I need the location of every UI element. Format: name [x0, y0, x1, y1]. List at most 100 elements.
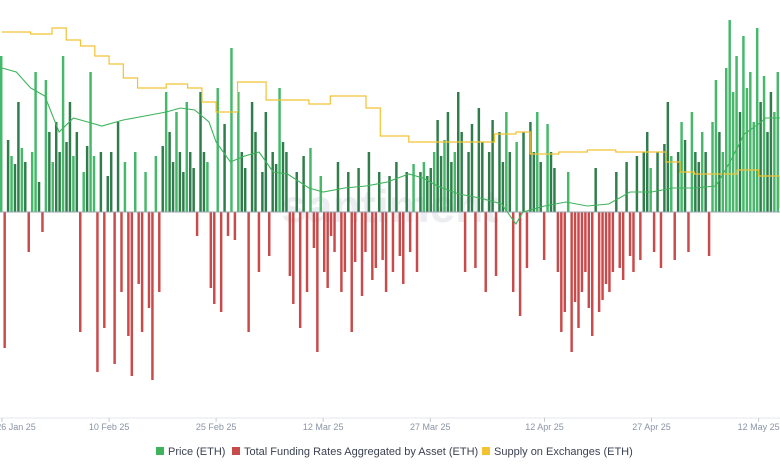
funding-bar	[213, 212, 216, 304]
funding-bar	[140, 212, 144, 332]
funding-bar	[37, 182, 41, 212]
funding-bar	[381, 212, 384, 260]
funding-bar	[89, 72, 92, 212]
funding-bar	[539, 162, 542, 212]
funding-bar	[738, 112, 742, 212]
funding-bar	[202, 152, 206, 212]
funding-bar	[773, 112, 776, 212]
funding-bar	[240, 152, 243, 212]
funding-bar	[412, 164, 415, 212]
funding-bar	[591, 212, 594, 336]
funding-bar	[243, 168, 247, 212]
funding-bar	[312, 212, 316, 248]
funding-bar	[687, 212, 690, 252]
funding-bar	[223, 124, 226, 212]
funding-bar	[443, 140, 446, 212]
funding-bar	[350, 212, 353, 332]
funding-bar	[281, 142, 285, 212]
funding-bar	[680, 122, 683, 212]
funding-bar	[319, 176, 323, 212]
funding-bar	[604, 212, 608, 284]
funding-bar	[611, 212, 615, 272]
funding-bar	[718, 132, 721, 212]
funding-bar	[261, 172, 264, 212]
funding-bar	[460, 132, 463, 212]
funding-bar	[546, 124, 549, 212]
funding-bar	[158, 212, 161, 292]
legend-label-price[interactable]: Price (ETH)	[168, 446, 225, 458]
funding-bar	[652, 212, 656, 252]
funding-bar	[137, 212, 140, 284]
funding-bar	[336, 162, 340, 212]
legend-label-funding[interactable]: Total Funding Rates Aggregated by Asset …	[244, 446, 478, 458]
funding-bar	[371, 212, 374, 280]
funding-bar	[85, 146, 89, 212]
funding-bar	[147, 212, 151, 308]
funding-bar	[676, 152, 680, 212]
funding-bar	[666, 102, 670, 212]
funding-bar	[405, 172, 408, 212]
funding-bar	[127, 212, 130, 336]
funding-bar	[639, 212, 642, 260]
funding-bar	[168, 132, 171, 212]
funding-bar	[54, 122, 58, 212]
funding-bar	[714, 80, 718, 212]
funding-bar	[446, 112, 450, 212]
funding-bar	[659, 212, 663, 268]
funding-bar	[24, 162, 27, 212]
funding-bar	[92, 156, 96, 212]
x-tick-label: 26 Jan 25	[0, 422, 36, 432]
funding-bar	[625, 162, 628, 212]
funding-bar	[374, 212, 378, 268]
funding-bar	[766, 132, 769, 212]
funding-bar	[529, 122, 532, 212]
funding-bar	[285, 152, 288, 212]
funding-bar	[735, 56, 738, 212]
funding-bar	[663, 144, 666, 212]
legend-swatch-price	[156, 447, 164, 455]
funding-bar	[120, 212, 123, 292]
price-line	[1, 67, 780, 226]
funding-bar	[20, 148, 24, 212]
funding-bar	[515, 142, 518, 212]
funding-bar	[439, 156, 443, 212]
funding-bar	[268, 212, 271, 256]
funding-bar	[594, 168, 597, 212]
funding-bar	[182, 172, 185, 212]
funding-bar	[185, 102, 189, 212]
funding-bar	[233, 212, 237, 240]
funding-bar	[75, 132, 79, 212]
funding-bar	[580, 212, 584, 292]
funding-bar	[3, 212, 6, 348]
funding-bar	[587, 212, 591, 308]
funding-bar	[645, 132, 649, 212]
funding-bar	[109, 152, 113, 212]
funding-bar	[494, 212, 498, 276]
funding-bar	[333, 212, 336, 252]
funding-bar	[621, 212, 625, 280]
funding-bar	[237, 92, 240, 212]
funding-bar	[707, 212, 711, 256]
funding-bar	[113, 212, 116, 364]
funding-bar	[762, 76, 766, 212]
funding-bar	[384, 212, 388, 292]
funding-bar	[498, 132, 501, 212]
funding-bar	[470, 124, 474, 212]
funding-bar	[673, 212, 676, 260]
funding-bar	[106, 176, 109, 212]
funding-bar	[402, 212, 405, 284]
funding-bar	[642, 152, 646, 212]
funding-bar	[192, 168, 195, 212]
funding-bar	[597, 212, 601, 312]
funding-bar	[175, 112, 178, 212]
funding-bar	[721, 152, 725, 212]
funding-bar	[467, 152, 470, 212]
funding-bar	[99, 152, 103, 212]
funding-bar	[426, 176, 429, 212]
legend-label-supply[interactable]: Supply on Exchanges (ETH)	[494, 446, 633, 458]
funding-bar	[278, 88, 281, 212]
funding-bar	[188, 152, 192, 212]
funding-bar	[347, 172, 350, 212]
funding-bar	[422, 162, 426, 212]
x-tick-label: 25 Feb 25	[196, 422, 237, 432]
